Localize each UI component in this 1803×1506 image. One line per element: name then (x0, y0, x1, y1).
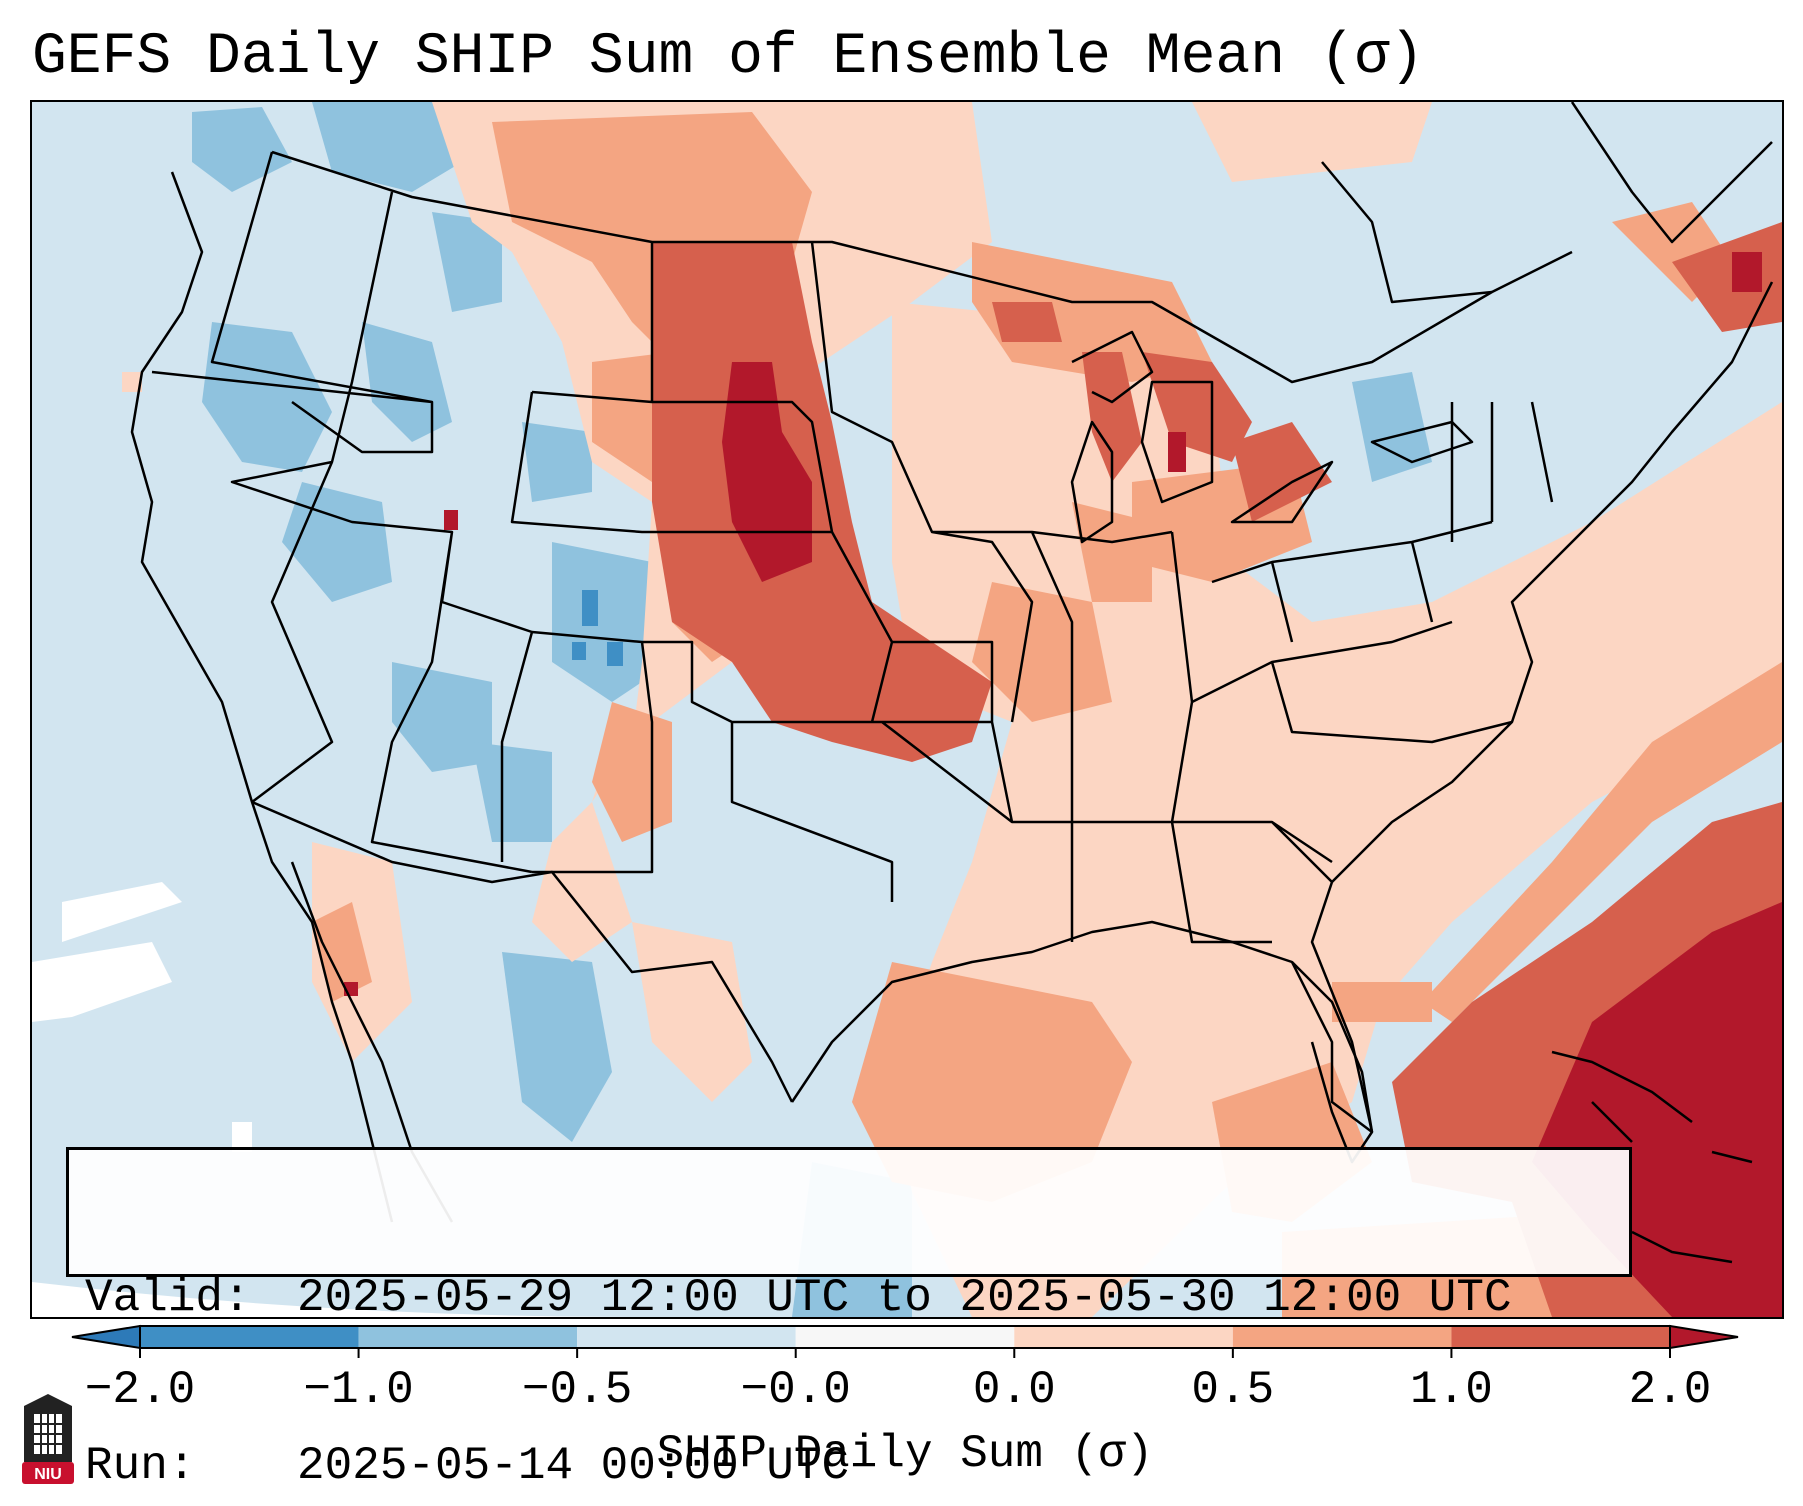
logo-text: NIU (34, 1466, 62, 1483)
valid-run-annotation: Valid: 2025-05-29 12:00 UTC to 2025-05-3… (66, 1147, 1632, 1492)
colorbar: −2.0 −1.0 −0.5 −0.0 0.0 0.5 1.0 2.0 SHIP Daily … (70, 1318, 1740, 1480)
colorbar-extend-high (1669, 1324, 1739, 1350)
logo-grid-icon (34, 1414, 62, 1454)
colorbar-tick-label: 2.0 (1628, 1364, 1712, 1416)
colorbar-outline (139, 1325, 1671, 1349)
colorbar-extend-low (71, 1324, 141, 1350)
colorbar-bin (577, 1326, 796, 1348)
colorbar-bar (71, 1324, 1739, 1358)
colorbar-bin (795, 1326, 1015, 1348)
niu-logo: NIU (20, 1392, 76, 1486)
figure-title: GEFS Daily SHIP Sum of Ensemble Mean (σ) (32, 25, 1425, 90)
coastline-florida (1291, 961, 1374, 1164)
coastline-atlantic (1310, 281, 1774, 1133)
colorbar-tick-label: 0.0 (972, 1364, 1056, 1416)
map-panel (30, 100, 1784, 1319)
border-mexico (251, 800, 794, 1103)
map-svg (32, 102, 1782, 1317)
colorbar-tick-label: −1.0 (303, 1364, 414, 1416)
colorbar-bin (1451, 1326, 1670, 1348)
run-label: Run: (85, 1440, 196, 1492)
white-patch-pacific (32, 942, 172, 1022)
colorbar-tick-label: −0.0 (740, 1364, 851, 1416)
colorbar-bin (1232, 1326, 1452, 1348)
colorbar-bin (358, 1326, 578, 1348)
niu-logo-graphic: NIU (22, 1394, 74, 1484)
coastline-canada-north (1321, 102, 1773, 304)
colorbar-tick-label: 0.5 (1191, 1364, 1275, 1416)
domain-edge-southwest (32, 1282, 632, 1317)
field-neutral (62, 882, 252, 1152)
coastline-gulf (790, 920, 1373, 1133)
colorbar-tick-labels: −2.0 −1.0 −0.5 −0.0 0.0 0.5 1.0 2.0 (70, 1364, 1740, 1420)
valid-row: Valid: 2025-05-29 12:00 UTC to 2025-05-3… (85, 1270, 1613, 1326)
great-lakes (1070, 330, 1474, 544)
logo-badge (22, 1462, 74, 1484)
islands-caribbean (1551, 1050, 1753, 1264)
boundaries (130, 102, 1774, 1264)
valid-value: 2025-05-29 12:00 UTC to 2025-05-30 12:00… (297, 1272, 1512, 1324)
border-canada (271, 150, 1573, 384)
colorbar-label: SHIP Daily Sum (σ) (656, 1428, 1154, 1480)
colorbar-bin (140, 1326, 359, 1348)
coastline-west (130, 171, 394, 1223)
valid-label: Valid: (85, 1272, 251, 1324)
colorbar-tick-label: −0.5 (521, 1364, 633, 1416)
field-negative-strong (572, 590, 623, 666)
colorbar-tick-label: −2.0 (84, 1364, 196, 1416)
run-value: 2025-05-14 00:00 UTC (297, 1440, 850, 1492)
colorbar-tick-label: 1.0 (1410, 1364, 1493, 1416)
state-lines (151, 151, 1554, 944)
field-positive-medium (312, 112, 1782, 1317)
run-row: Run: 2025-05-14 00:00 UTC (85, 1438, 1613, 1494)
colorbar-bin (1014, 1326, 1233, 1348)
